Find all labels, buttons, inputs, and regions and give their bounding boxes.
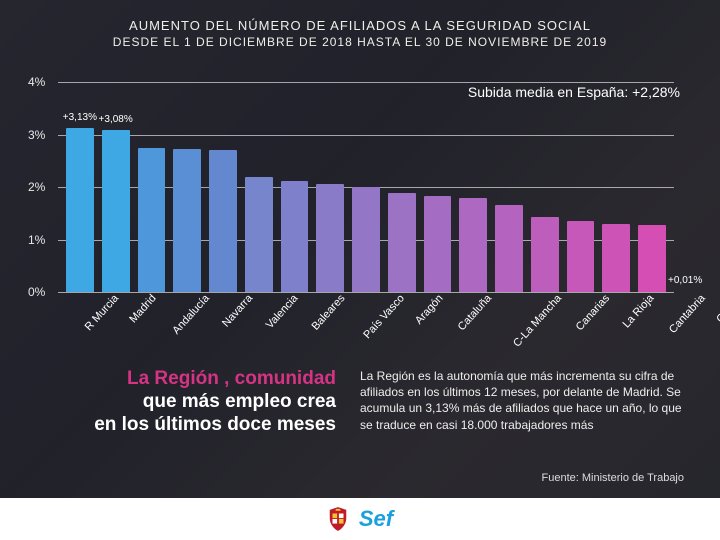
bar-wrap: [493, 82, 525, 292]
x-tick-label: Navarra: [220, 292, 255, 329]
bar: [459, 198, 487, 293]
bar-wrap: [171, 82, 203, 292]
y-tick-label: 0%: [28, 285, 45, 299]
bar-wrap: [314, 82, 346, 292]
x-tick-label: Valencia: [264, 292, 301, 331]
bar: [316, 184, 344, 292]
bar-wrap: [457, 82, 489, 292]
title-line2: DESDE EL 1 DE DICIEMBRE DE 2018 HASTA EL…: [0, 35, 720, 49]
infographic-canvas: AUMENTO DEL NÚMERO DE AFILIADOS A LA SEG…: [0, 0, 720, 540]
bar: [138, 148, 166, 292]
bar-chart: 0%1%2%3%4%+3,13%+3,08%+0,01% R MurciaMad…: [58, 82, 674, 342]
bar: [245, 177, 273, 293]
bar: [388, 193, 416, 292]
bar-wrap: +3,13%: [64, 82, 96, 292]
bar-wrap: [422, 82, 454, 292]
x-axis-labels: R MurciaMadridAndalucíaNavarraValenciaBa…: [58, 294, 674, 306]
bar-wrap: +3,08%: [100, 82, 132, 292]
headline: La Región , comunidad que más empleo cre…: [36, 368, 336, 436]
chart-title: AUMENTO DEL NÚMERO DE AFILIADOS A LA SEG…: [0, 18, 720, 49]
x-tick-label: Aragón: [413, 292, 446, 326]
bars-container: +3,13%+3,08%+0,01%: [58, 82, 674, 292]
y-tick-label: 2%: [28, 180, 45, 194]
source-label: Fuente: Ministerio de Trabajo: [542, 472, 684, 484]
x-tick-label: Canarias: [574, 292, 612, 333]
x-tick-label: C-La Mancha: [511, 292, 564, 349]
headline-l3: en los últimos doce meses: [36, 414, 336, 437]
footer-bar: Sef: [0, 498, 720, 540]
bar: [567, 221, 595, 292]
x-tick-label: Andalucía: [170, 292, 212, 336]
bar-annotation: +0,01%: [668, 275, 702, 286]
bar: +0,01%: [638, 225, 666, 292]
bar-wrap: [207, 82, 239, 292]
plot-area: 0%1%2%3%4%+3,13%+3,08%+0,01%: [58, 82, 674, 292]
y-tick-label: 3%: [28, 128, 45, 142]
bar-wrap: [279, 82, 311, 292]
x-tick-label: Cataluña: [456, 292, 494, 333]
bar: [495, 205, 523, 292]
bar: [602, 224, 630, 292]
bar-annotation: +3,08%: [99, 114, 133, 125]
shield-icon: [327, 506, 349, 532]
bar-wrap: +0,01%: [636, 82, 668, 292]
bar-wrap: [529, 82, 561, 292]
headline-accent: La Región , comunidad: [127, 368, 336, 389]
x-tick-label: Cantabria: [667, 292, 708, 335]
y-tick-label: 1%: [28, 233, 45, 247]
body-text: La Región es la autonomía que más increm…: [360, 368, 684, 436]
bar: [173, 149, 201, 292]
bar: +3,13%: [66, 128, 94, 292]
x-tick-label: País Vasco: [361, 292, 407, 341]
bar-wrap: [243, 82, 275, 292]
bar-wrap: [350, 82, 382, 292]
x-tick-label: La Rioja: [620, 292, 656, 330]
bar-annotation: +3,13%: [63, 112, 97, 123]
x-tick-label: Galicia: [714, 292, 720, 325]
bar: [531, 217, 559, 292]
x-tick-label: Madrid: [127, 292, 158, 325]
bar-wrap: [136, 82, 168, 292]
bar-wrap: [600, 82, 632, 292]
bar-wrap: [386, 82, 418, 292]
bar: [352, 187, 380, 292]
title-line1: AUMENTO DEL NÚMERO DE AFILIADOS A LA SEG…: [0, 18, 720, 33]
bar: [281, 181, 309, 292]
story-row: La Región , comunidad que más empleo cre…: [36, 368, 684, 436]
bar: [209, 150, 237, 292]
bar: [424, 196, 452, 292]
x-tick-label: Baleares: [310, 292, 348, 332]
brand-logo: Sef: [359, 506, 393, 532]
headline-l2: que más empleo crea: [36, 391, 336, 414]
bar-wrap: [565, 82, 597, 292]
bar: +3,08%: [102, 130, 130, 292]
x-tick-label: R Murcia: [83, 292, 121, 333]
y-tick-label: 4%: [28, 75, 45, 89]
